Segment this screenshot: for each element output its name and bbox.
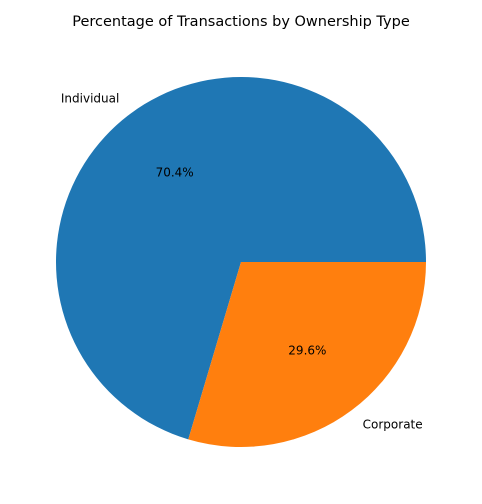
slice-percent-individual: 70.4%: [156, 166, 194, 180]
slice-label-corporate: Corporate: [363, 418, 423, 432]
pie-slices: [55, 77, 427, 448]
slice-label-individual: Individual: [61, 91, 119, 105]
slice-percent-corporate: 29.6%: [288, 343, 326, 357]
chart-title: Percentage of Transactions by Ownership …: [72, 14, 410, 30]
pie-slice-corporate: [188, 262, 427, 448]
pie-labels: Individual 70.4% Corporate 29.6%: [61, 91, 423, 431]
pie-slice-individual: [55, 77, 426, 440]
